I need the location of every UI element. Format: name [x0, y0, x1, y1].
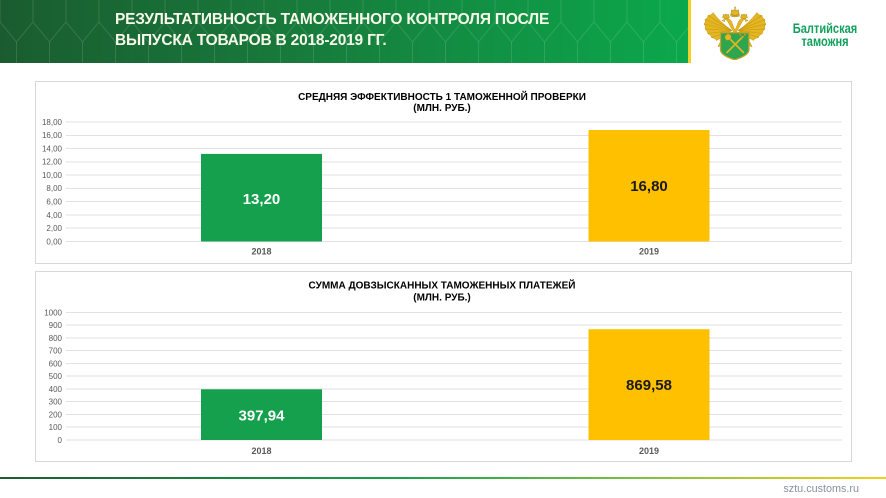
svg-text:869,58: 869,58 [626, 377, 672, 394]
svg-text:2019: 2019 [639, 446, 659, 456]
svg-text:400: 400 [49, 385, 63, 394]
svg-text:600: 600 [49, 359, 63, 368]
svg-text:10,00: 10,00 [42, 171, 63, 180]
svg-text:900: 900 [49, 321, 63, 330]
svg-text:0: 0 [58, 436, 63, 445]
svg-text:300: 300 [49, 398, 63, 407]
svg-text:8,00: 8,00 [46, 184, 62, 193]
svg-text:14,00: 14,00 [42, 144, 63, 153]
svg-text:500: 500 [49, 372, 63, 381]
svg-text:1000: 1000 [44, 308, 62, 317]
svg-text:СРЕДНЯЯ ЭФФЕКТИВНОСТЬ 1 ТАМОЖЕ: СРЕДНЯЯ ЭФФЕКТИВНОСТЬ 1 ТАМОЖЕННОЙ ПРОВЕ… [298, 90, 586, 103]
svg-text:16,00: 16,00 [42, 131, 63, 140]
svg-text:4,00: 4,00 [46, 211, 62, 220]
svg-text:12,00: 12,00 [42, 158, 63, 167]
svg-text:100: 100 [49, 423, 63, 432]
svg-text:2,00: 2,00 [46, 224, 62, 233]
svg-text:200: 200 [49, 410, 63, 419]
svg-text:16,80: 16,80 [630, 178, 668, 195]
svg-text:13,20: 13,20 [243, 191, 281, 208]
svg-text:2019: 2019 [639, 247, 659, 257]
svg-text:6,00: 6,00 [46, 198, 62, 207]
svg-text:18,00: 18,00 [42, 118, 63, 127]
svg-text:(МЛН. РУБ.): (МЛН. РУБ.) [413, 293, 471, 304]
svg-text:2018: 2018 [251, 247, 271, 257]
svg-text:2018: 2018 [251, 446, 271, 456]
svg-text:СУММА ДОВЗЫСКАННЫХ ТАМОЖЕННЫХ: СУММА ДОВЗЫСКАННЫХ ТАМОЖЕННЫХ ПЛАТЕЖЕЙ [309, 279, 576, 292]
svg-text:397,94: 397,94 [239, 408, 286, 425]
svg-text:700: 700 [49, 347, 63, 356]
svg-text:0,00: 0,00 [46, 237, 62, 246]
svg-text:(МЛН. РУБ.): (МЛН. РУБ.) [413, 103, 471, 114]
svg-text:800: 800 [49, 334, 63, 343]
